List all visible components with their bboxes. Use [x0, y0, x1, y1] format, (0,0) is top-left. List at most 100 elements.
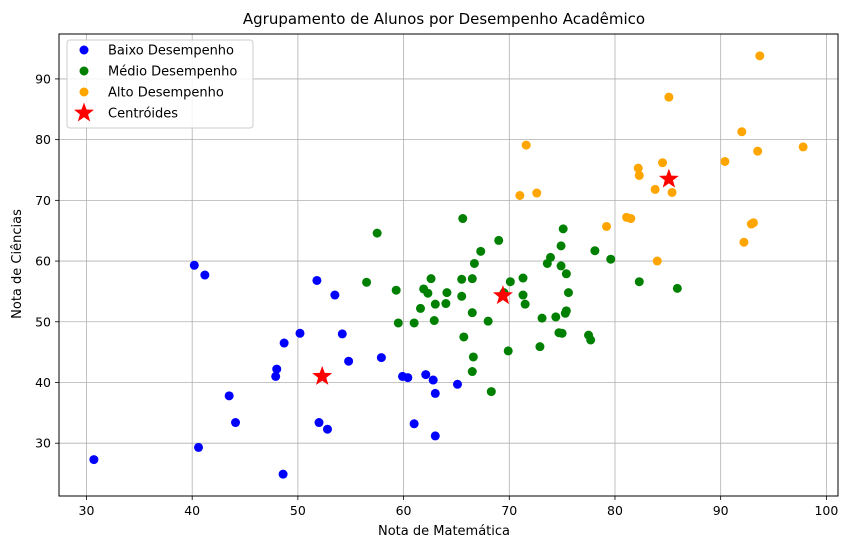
point-baixo-desempenho [312, 275, 322, 285]
point-alto-desempenho [515, 190, 525, 200]
point-medio-desempenho [561, 269, 571, 279]
axis-ticks: 30 40 50 60 70 80 90 100 30 40 50 60 70 80 90 [35, 71, 838, 518]
point-alto-desempenho [737, 127, 747, 137]
y-tick-label: 70 [35, 193, 51, 208]
point-medio-desempenho [520, 299, 530, 309]
legend-label: Centróides [108, 107, 178, 122]
point-baixo-desempenho [278, 469, 288, 479]
point-medio-desempenho [391, 285, 401, 295]
legend-marker [79, 45, 89, 55]
point-alto-desempenho [658, 158, 668, 168]
point-alto-desempenho [521, 140, 531, 150]
y-tick-label: 90 [35, 71, 51, 86]
point-alto-desempenho [664, 92, 674, 102]
point-baixo-desempenho [330, 290, 340, 300]
chart-title: Agrupamento de Alunos por Desempenho Aca… [243, 10, 645, 28]
x-tick-label: 50 [290, 503, 306, 518]
point-medio-desempenho [545, 252, 555, 262]
point-baixo-desempenho [89, 455, 99, 465]
legend-marker [79, 87, 89, 97]
point-medio-desempenho [429, 316, 439, 326]
point-baixo-desempenho [376, 353, 386, 363]
legend-label: Baixo Desempenho [108, 44, 234, 59]
point-medio-desempenho [426, 274, 436, 284]
legend-marker-star [74, 102, 94, 122]
point-baixo-desempenho [295, 328, 305, 338]
x-tick-label: 70 [501, 503, 517, 518]
point-medio-desempenho [469, 258, 479, 268]
point-baixo-desempenho [428, 375, 438, 385]
point-baixo-desempenho [272, 364, 282, 374]
point-baixo-desempenho [421, 370, 431, 380]
centroid-star [492, 285, 513, 305]
point-medio-desempenho [483, 316, 493, 326]
x-tick-label: 60 [396, 503, 412, 518]
point-medio-desempenho [442, 288, 452, 298]
point-medio-desempenho [372, 228, 382, 238]
legend-box [66, 39, 254, 129]
point-medio-desempenho [672, 283, 682, 293]
y-tick-label: 40 [35, 375, 51, 390]
point-medio-desempenho [459, 332, 469, 342]
point-alto-desempenho [667, 187, 677, 197]
point-medio-desempenho [467, 274, 477, 284]
centroid-star [658, 168, 679, 188]
point-medio-desempenho [563, 288, 573, 298]
point-medio-desempenho [494, 235, 504, 245]
y-axis-title: Nota de Ciências [10, 209, 25, 319]
point-alto-desempenho [748, 218, 758, 228]
point-medio-desempenho [467, 308, 477, 318]
point-medio-desempenho [457, 274, 467, 284]
plot-area-frame [58, 33, 839, 497]
x-tick-label: 80 [607, 503, 623, 518]
point-medio-desempenho [468, 352, 478, 362]
point-medio-desempenho [503, 346, 513, 356]
y-tick-label: 60 [35, 254, 51, 269]
point-baixo-desempenho [279, 338, 289, 348]
point-medio-desempenho [557, 328, 567, 338]
point-medio-desempenho [590, 246, 600, 256]
legend-label: Alto Desempenho [108, 86, 224, 101]
grid-lines [59, 34, 838, 496]
point-baixo-desempenho [271, 371, 281, 381]
point-baixo-desempenho [189, 260, 199, 270]
point-baixo-desempenho [430, 388, 440, 398]
point-medio-desempenho [362, 277, 372, 287]
point-medio-desempenho [535, 342, 545, 352]
point-alto-desempenho [626, 214, 636, 224]
point-medio-desempenho [409, 318, 419, 328]
point-medio-desempenho [476, 246, 486, 256]
data-points [89, 51, 808, 479]
point-alto-desempenho [755, 51, 765, 61]
x-tick-label: 100 [814, 503, 838, 518]
point-medio-desempenho [556, 261, 566, 271]
point-medio-desempenho [393, 318, 403, 328]
point-medio-desempenho [457, 291, 467, 301]
y-tick-label: 30 [35, 436, 51, 451]
point-medio-desempenho [518, 273, 528, 283]
point-alto-desempenho [798, 142, 808, 152]
point-medio-desempenho [558, 224, 568, 234]
point-medio-desempenho [441, 299, 451, 309]
point-medio-desempenho [423, 288, 433, 298]
x-tick-label: 40 [184, 503, 200, 518]
x-tick-label: 90 [713, 503, 729, 518]
centroid-star [312, 365, 333, 385]
y-tick-label: 50 [35, 314, 51, 329]
point-alto-desempenho [634, 170, 644, 180]
point-medio-desempenho [430, 299, 440, 309]
point-baixo-desempenho [409, 419, 419, 429]
point-medio-desempenho [518, 290, 528, 300]
point-medio-desempenho [415, 303, 425, 313]
point-baixo-desempenho [194, 442, 204, 452]
legend: Baixo Desempenho Médio Desempenho Alto Des… [66, 39, 254, 129]
point-medio-desempenho [458, 214, 468, 224]
point-alto-desempenho [739, 237, 749, 247]
point-alto-desempenho [652, 256, 662, 266]
y-tick-label: 80 [35, 132, 51, 147]
point-baixo-desempenho [322, 424, 332, 434]
point-alto-desempenho [650, 184, 660, 194]
point-baixo-desempenho [337, 329, 347, 339]
point-alto-desempenho [602, 221, 612, 231]
